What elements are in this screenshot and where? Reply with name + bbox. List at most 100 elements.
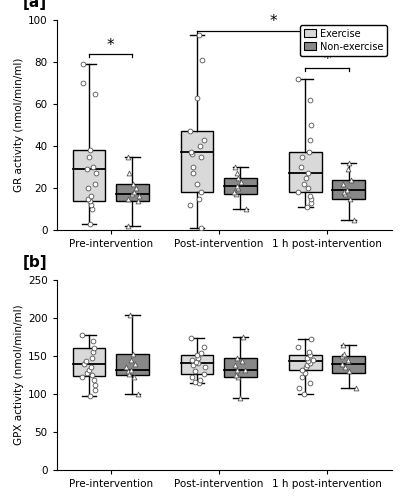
Point [340,350,347,358]
Bar [73,150,105,200]
Point [305,170,311,177]
Point [91,344,97,352]
Point [193,358,199,366]
Point [238,178,244,186]
Point [198,224,204,232]
Point [87,392,94,400]
Point [295,384,302,392]
Point [127,311,133,319]
Bar [289,355,322,370]
Point [87,146,93,154]
Point [84,194,91,202]
Point [80,60,86,68]
Point [194,351,201,359]
Point [87,201,94,209]
Point [309,356,316,364]
Point [189,374,195,382]
Point [86,152,93,160]
Point [351,216,358,224]
Point [304,361,310,369]
Point [237,394,243,402]
Point [234,170,241,177]
Bar [332,180,365,199]
Point [88,362,95,370]
Point [308,198,315,206]
Point [123,364,130,372]
Bar [181,132,213,192]
Point [235,184,242,192]
Point [135,192,142,200]
Point [234,374,241,382]
Point [308,336,315,344]
Point [92,386,98,394]
Point [90,337,97,345]
Point [190,361,196,369]
Point [234,182,240,190]
Bar [224,358,257,378]
Point [124,367,131,375]
Point [135,390,141,398]
Text: [a]: [a] [23,0,47,10]
Point [128,366,134,374]
Point [201,364,208,372]
Point [201,370,207,378]
Point [342,362,349,370]
Bar [73,348,105,376]
Point [129,190,135,198]
Point [239,356,246,364]
Point [297,163,304,171]
Point [199,56,205,64]
Point [339,360,345,368]
Bar [332,356,365,372]
Point [299,366,305,374]
Point [89,205,95,213]
Point [197,142,203,150]
Point [79,374,85,382]
Point [92,90,99,98]
Point [189,163,196,171]
Y-axis label: GR activity (nmol/min/ml): GR activity (nmol/min/ml) [14,58,24,192]
Point [340,340,346,348]
Point [198,188,204,196]
Point [348,176,355,184]
Text: *: * [323,52,331,67]
Point [200,343,207,351]
Point [339,352,345,360]
Point [340,180,346,188]
Legend: Exercise, Non-exercise: Exercise, Non-exercise [300,25,387,56]
Point [129,180,136,188]
Text: *: * [269,14,277,30]
Point [81,360,88,368]
Bar [116,354,149,375]
Point [301,390,307,398]
Point [347,194,353,202]
Point [307,378,313,386]
Point [344,186,351,194]
Point [240,333,246,341]
Point [304,354,310,362]
Point [299,374,305,382]
Point [295,343,301,351]
Point [189,150,196,158]
Bar [224,178,257,194]
Point [92,180,98,188]
Point [88,192,95,200]
Point [126,170,133,177]
Point [92,381,98,389]
Point [345,358,351,366]
Point [132,360,138,368]
Point [295,75,301,83]
Bar [116,184,149,200]
Point [233,371,240,379]
Point [130,350,137,358]
Point [234,174,241,182]
Point [231,361,238,369]
Point [303,364,309,372]
Point [242,205,249,213]
Point [306,96,313,104]
Point [299,152,305,160]
Point [86,220,93,228]
Point [125,222,131,230]
Point [198,349,204,357]
Point [306,359,313,367]
